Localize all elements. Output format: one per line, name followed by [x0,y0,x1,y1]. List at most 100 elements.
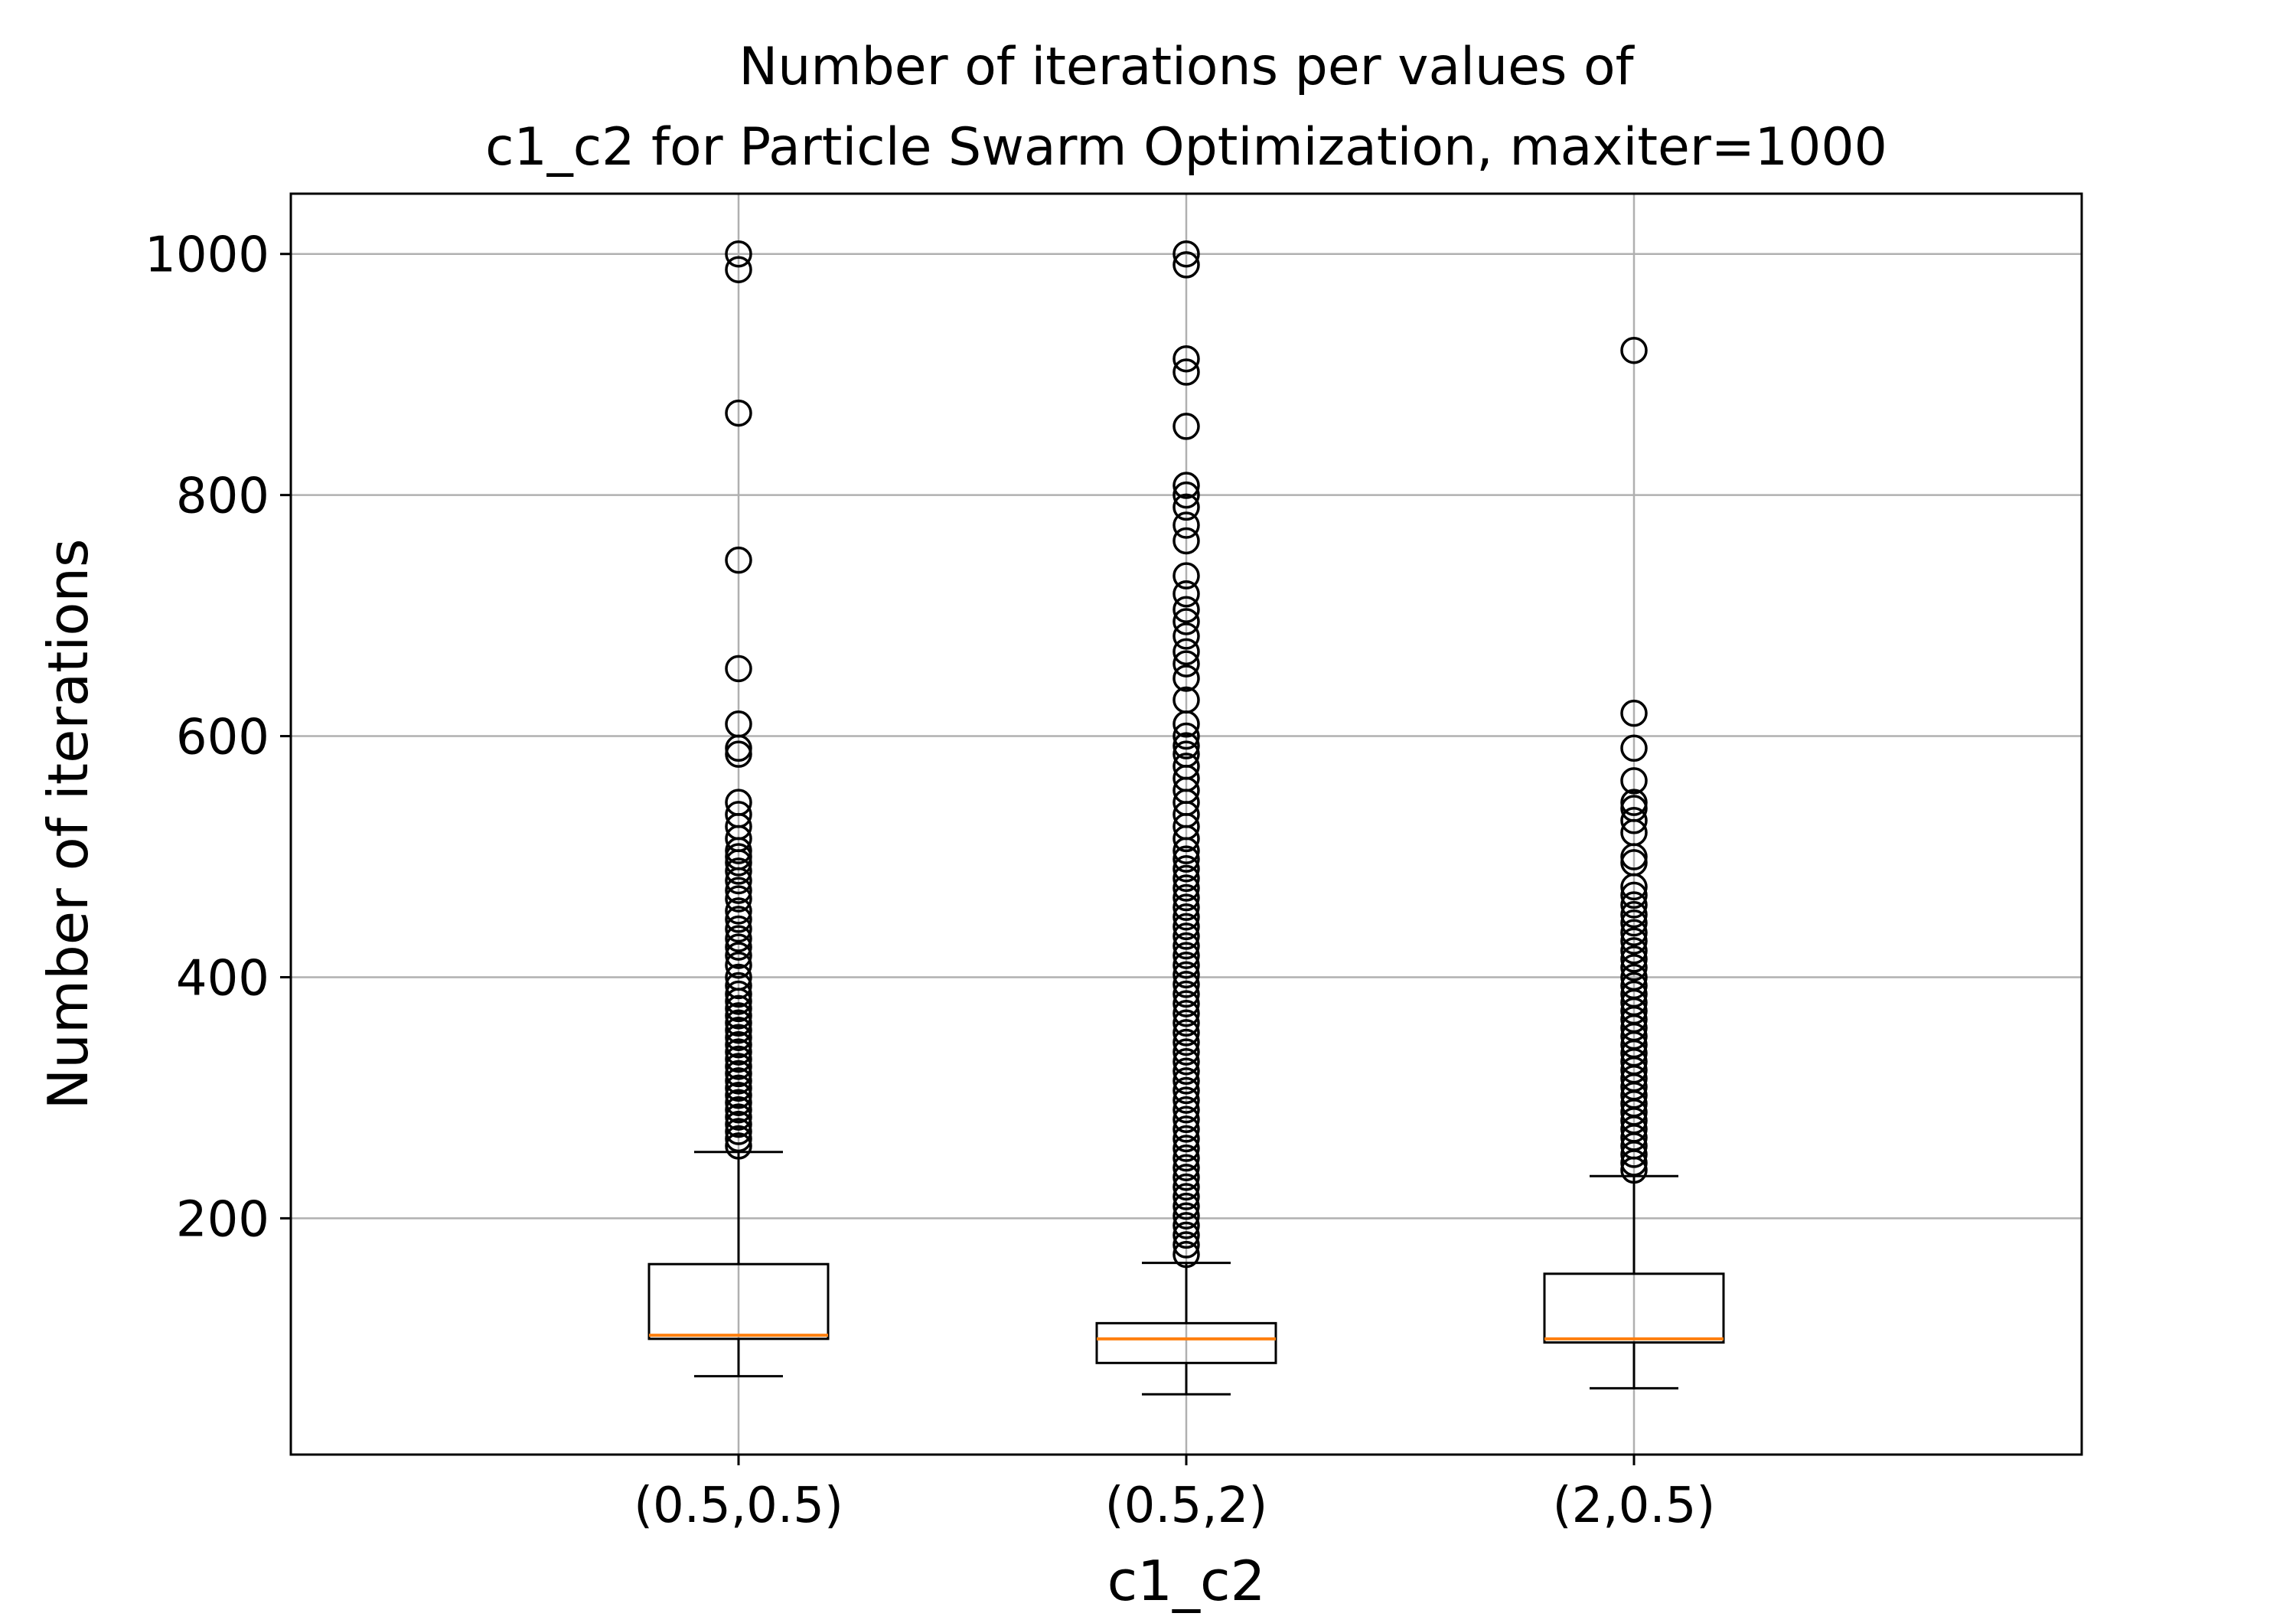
outlier-point [725,972,752,1000]
outlier-point [1172,413,1200,440]
outlier-point [1620,945,1648,973]
outlier-point [1172,864,1200,893]
outlier-point [1620,734,1648,763]
outlier-point [1620,1141,1648,1168]
outlier-point [725,399,752,427]
outlier-point [1172,942,1200,969]
outlier-point [725,1045,752,1073]
outlier-point [1620,1149,1648,1177]
outlier-point [1172,481,1200,509]
outlier-point [1172,1135,1200,1162]
outlier-point [1172,1047,1200,1076]
outlier-point [1620,891,1648,919]
y-tick-label: 1000 [145,227,269,284]
outlier-point [725,1060,752,1088]
outlier-point [1620,336,1648,364]
outlier-point [1172,472,1200,499]
box-3 [1543,1174,1725,1390]
outlier-point [725,740,752,768]
outlier-point [1172,638,1200,666]
outlier-point [1172,903,1200,931]
outlier-point [1172,980,1200,1008]
outlier-point [725,1118,752,1145]
outlier-point [1620,881,1648,909]
outlier-point [725,1110,752,1138]
outlier-point [725,849,752,877]
outlier-point [1172,511,1200,539]
outlier-point [725,655,752,683]
outlier-point [1172,1076,1200,1105]
outlier-point [725,1089,752,1116]
outlier-point [725,925,752,952]
outlier-point [1172,1192,1200,1220]
outlier-point [1172,913,1200,941]
outlier-point [1172,893,1200,921]
outlier-point [725,1103,752,1131]
x-tick-label: (0.5,0.5) [634,1478,843,1534]
outlier-point [1172,1038,1200,1066]
outlier-point [1172,1183,1200,1210]
outlier-point [725,837,752,864]
outlier-point [725,1017,752,1044]
outlier-point [725,1132,752,1160]
outlier-point [725,1067,752,1095]
outlier-point [725,933,752,961]
outlier-point [1172,1212,1200,1239]
outlier-point [1172,608,1200,635]
x-tick-label: (0.5,2) [1105,1478,1268,1534]
outlier-point [725,942,752,969]
outlier-point [1172,1105,1200,1134]
y-axis-ticks: 200 400 600 800 1000 [145,227,291,1248]
outlier-point [1172,1240,1200,1269]
outlier-point [1172,1086,1200,1114]
outlier-point [1172,710,1200,738]
outlier-point [725,1024,752,1051]
outlier-point [1172,345,1200,373]
outlier-point [1620,900,1648,929]
outlier-point [1172,240,1200,268]
outlier-point [725,877,752,904]
outlier-point [1172,1019,1200,1047]
outlier-point [1620,927,1648,955]
outlier-points [725,240,1648,1269]
x-tick-label: (2,0.5) [1553,1478,1716,1534]
outlier-point [1172,951,1200,979]
outlier-point [1172,251,1200,279]
outlier-point [1172,971,1200,998]
outlier-point [1620,789,1648,816]
outlier-point [725,1002,752,1030]
outlier-point [1172,1096,1200,1124]
outlier-point [1172,874,1200,902]
outlier-point [1172,1173,1200,1201]
chart-title-line-2: c1_c2 for Particle Swarm Optimization, m… [485,117,1887,178]
outlier-point [1172,1154,1200,1182]
outlier-point [1620,1156,1648,1184]
box-1 [647,1151,830,1378]
outlier-point [1620,807,1648,834]
outlier-point [1172,493,1200,521]
y-tick-label: 200 [176,1191,269,1248]
outlier-point [725,1082,752,1109]
outlier-point [1172,1202,1200,1229]
outlier-point [725,988,752,1015]
y-tick-label: 800 [176,469,269,525]
outlier-point [725,1053,752,1080]
outlier-point [1172,990,1200,1017]
outlier-point [725,906,752,933]
outlier-point [725,1038,752,1066]
box-series [647,1151,1725,1396]
outlier-point [725,885,752,913]
outlier-point [1620,699,1648,727]
outlier-point [1172,1028,1200,1056]
outlier-point [725,734,752,763]
outlier-point [1172,883,1200,912]
outlier-point [1172,1221,1200,1249]
outlier-point [1172,1144,1200,1172]
outlier-point [1620,937,1648,965]
outlier-point [1172,999,1200,1027]
outlier-point [1172,527,1200,555]
outlier-point [1620,767,1648,795]
outlier-point [1172,1231,1200,1259]
x-axis-label: c1_c2 [1107,1549,1266,1613]
